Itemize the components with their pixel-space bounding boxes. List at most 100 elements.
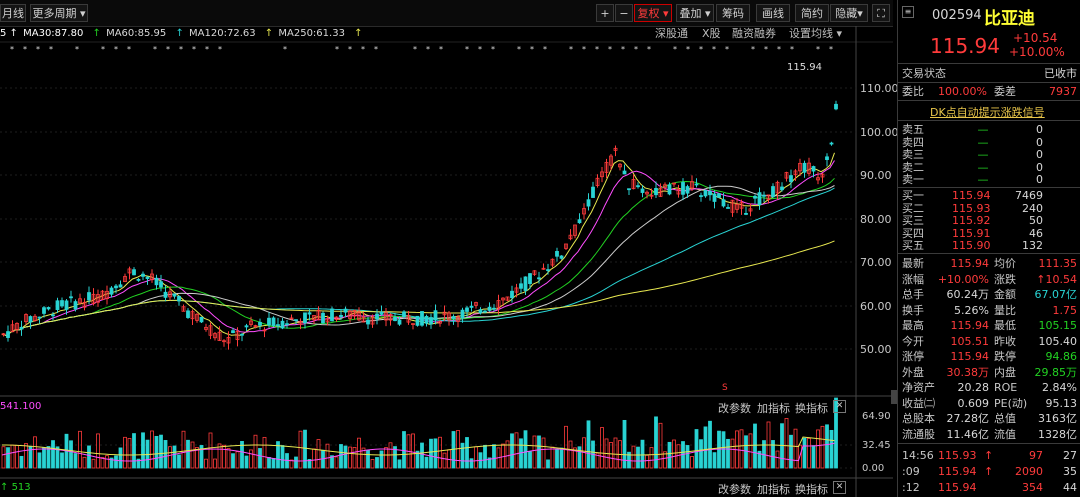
volume-bar: [235, 451, 240, 469]
volume-bar: [442, 452, 447, 469]
signal-star-icon: *: [647, 45, 651, 54]
volume-bar: [330, 455, 334, 469]
candle-body: [208, 325, 213, 336]
ask-row: 卖三 — 0: [898, 148, 1080, 161]
volume-legend: 541.100: [0, 401, 42, 412]
link-hk-connect[interactable]: 深股通: [655, 27, 688, 40]
volume-bar: [226, 448, 231, 469]
candle-body: [627, 188, 631, 191]
candle-body: [415, 315, 420, 326]
volume-bar: [100, 457, 105, 469]
candle-body: [681, 182, 685, 195]
simple-mode-button[interactable]: 简约: [795, 4, 829, 22]
ind-add-indicator-button[interactable]: 加指标: [757, 483, 790, 496]
candle-body: [802, 162, 807, 173]
candle-body: [393, 316, 397, 322]
candle-body: [708, 190, 712, 196]
candle-body: [762, 194, 766, 197]
more-period-label: 更多周期: [32, 7, 77, 20]
vol-add-indicator-button[interactable]: 加指标: [757, 402, 790, 415]
stat-value: 111.35: [1038, 257, 1078, 270]
menu-icon[interactable]: ≡: [902, 6, 914, 18]
candle-body: [658, 187, 663, 197]
stat-value: ↑10.54: [1036, 272, 1077, 286]
signal-star-icon: *: [816, 45, 820, 54]
volume-bar: [105, 455, 109, 469]
candle-body: [222, 340, 226, 343]
status-value: 已收市: [1044, 67, 1077, 80]
volume-bar: [757, 450, 762, 469]
vol-switch-indicator-button[interactable]: 换指标: [795, 402, 828, 415]
close-icon[interactable]: ✕: [833, 400, 846, 413]
volume-bar: [514, 432, 519, 469]
stat-value: 3163亿: [1038, 412, 1077, 425]
volume-bar: [325, 443, 330, 469]
bid-volume: 240: [1022, 201, 1043, 215]
candle-body: [694, 183, 699, 186]
candle-body: [766, 194, 771, 200]
candle-body: [312, 315, 316, 321]
kline-chart[interactable]: * * * * * * * * * * * * * * * * * * * * * * * * * * * * * * * * * * * * * * * *…: [0, 0, 893, 497]
period-button[interactable]: 月线: [0, 4, 26, 22]
link-margin[interactable]: 融资融券: [732, 27, 776, 40]
candle-body: [793, 170, 798, 176]
ind-switch-indicator-button[interactable]: 换指标: [795, 483, 828, 496]
candle-body: [631, 179, 636, 190]
draw-line-button[interactable]: 画线: [756, 4, 790, 22]
stat-label: 涨幅: [902, 272, 924, 286]
ask-price: —: [977, 160, 989, 174]
candle-body: [550, 258, 555, 266]
signal-star-icon: *: [790, 45, 794, 54]
stat-value: +10.00%: [937, 272, 989, 286]
volume-bar: [789, 434, 793, 469]
tick-row: :12 115.94 354 44: [898, 481, 1080, 494]
adjust-label: 复权: [637, 7, 660, 20]
candle-body: [28, 316, 33, 323]
volume-bar: [262, 436, 267, 469]
candle-body: [213, 333, 217, 339]
candle-body: [136, 278, 141, 281]
ind-change-params-button[interactable]: 改参数: [718, 483, 751, 496]
candle-body: [748, 208, 753, 212]
volume-bar: [510, 433, 514, 469]
signal-star-icon: *: [374, 45, 378, 54]
zoom-out-button[interactable]: −: [615, 4, 633, 22]
candle-body: [321, 312, 325, 324]
candle-body: [78, 298, 82, 304]
volume-bar: [199, 445, 204, 469]
signal-star-icon: *: [634, 45, 638, 54]
signal-link[interactable]: DK点自动提示涨跌信号: [930, 106, 1045, 119]
candle-body: [294, 319, 298, 322]
candle-body: [267, 317, 271, 326]
hide-dropdown[interactable]: 隐藏▾: [830, 4, 868, 22]
fullscreen-icon[interactable]: ⛶: [872, 4, 890, 22]
candle-body: [253, 325, 258, 327]
price-axis-tick: 90.00: [860, 169, 892, 182]
candle-body: [609, 155, 613, 166]
candle-body: [492, 307, 496, 310]
ask-volume: 0: [1036, 173, 1043, 186]
candle-body: [703, 189, 708, 197]
chips-button[interactable]: 筹码: [716, 4, 750, 22]
overlay-dropdown[interactable]: 叠加 ▾: [676, 4, 714, 22]
candle-body: [316, 309, 321, 320]
volume-bar: [384, 447, 388, 469]
candle-body: [807, 162, 811, 174]
ma5-line: [1, 152, 835, 337]
volume-bar: [793, 428, 798, 469]
more-period-dropdown[interactable]: 更多周期 ▾: [30, 4, 88, 22]
zoom-in-button[interactable]: +: [596, 4, 614, 22]
panel-collapse-handle[interactable]: [891, 390, 897, 404]
vol-change-params-button[interactable]: 改参数: [718, 402, 751, 415]
volume-bar: [141, 432, 145, 469]
link-x-shares[interactable]: X股: [702, 27, 721, 40]
candle-body: [118, 284, 123, 288]
link-ma-settings[interactable]: 设置均线 ▾: [789, 26, 842, 42]
candle-body: [289, 317, 294, 320]
volume-bar: [87, 445, 91, 469]
volume-bar: [6, 447, 10, 469]
candle-body: [577, 219, 582, 224]
candle-body: [132, 269, 136, 276]
close-icon[interactable]: ✕: [833, 481, 846, 494]
adjust-dropdown[interactable]: 复权 ▾: [634, 4, 672, 22]
